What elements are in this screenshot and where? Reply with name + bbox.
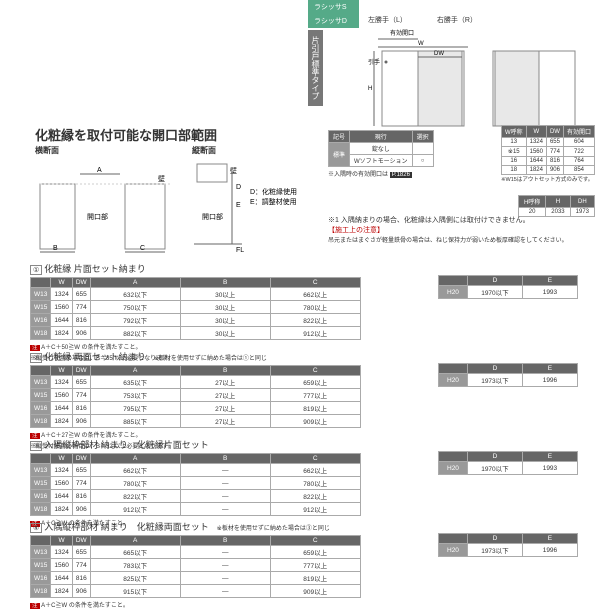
main-title: 化粧縁を取付可能な開口部範囲 <box>35 125 217 144</box>
symbol-table: 記号現行選択 標準錠なし Wソフトモーション○ ※入隅時の有効開口は P.182… <box>328 130 434 178</box>
svg-text:W: W <box>418 41 424 47</box>
section-4: ④入隅縦枠部材 納まり 化粧縁両面セット※板材を使用せずに納めた場合は③と同じ … <box>30 520 361 609</box>
schematic-area: 左勝手（L） 右勝手（R） 有効開口 引手 W DW H <box>368 15 593 132</box>
cross-section-label: 横断面 <box>35 145 170 156</box>
vertical-tab-type: 片引戸標準タイプ <box>308 30 323 106</box>
svg-text:D：化粧縁使用: D：化粧縁使用 <box>250 187 297 196</box>
svg-text:開口部: 開口部 <box>87 212 108 221</box>
svg-text:有効開口: 有効開口 <box>390 29 414 37</box>
section-2: ②化粧縁 両面セット納まり※板材を使用せずに納めた場合は①と同じ WDWABC … <box>30 350 361 450</box>
right-table-3: DE H201970以下1993 <box>438 451 578 475</box>
svg-text:H: H <box>368 86 372 92</box>
right-hand-label: 右勝手（R） <box>437 15 477 25</box>
svg-text:A: A <box>97 167 102 174</box>
svg-text:D: D <box>236 184 241 191</box>
tab-lasissa-s: ラシッサS <box>308 0 359 14</box>
cross-section-diagram: A 壁 開口部 B C <box>35 159 170 254</box>
svg-text:FL: FL <box>236 247 244 254</box>
h-table: H呼称HDH 2020331973 <box>518 195 595 217</box>
svg-text:壁: 壁 <box>158 174 165 183</box>
door-schematic: 有効開口 引手 W DW H <box>368 25 583 130</box>
right-table-4: DE H201973以下1996 <box>438 533 578 557</box>
right-table-2: DE H201973以下1996 <box>438 363 578 387</box>
dimension-table: W呼称WDW有効開口 131324655604 ※151560774722 16… <box>501 125 595 183</box>
svg-text:B: B <box>53 245 58 252</box>
top-right-panel: ラシッサS ラシッサD 片引戸標準タイプ 左勝手（L） 右勝手（R） 有効開口 … <box>308 0 600 240</box>
long-section-label: 縦断面 <box>192 145 282 156</box>
right-table-1: DE H201970以下1993 <box>438 275 578 299</box>
section-1: ①化粧縁 片面セット納まり WDWABC W131324655632以下30以上… <box>30 262 361 362</box>
warning-notes: ※1 入隅納まりの場合、化粧縁は入隅側には取付けできません。 【施工上の注意】 … <box>328 215 568 244</box>
svg-text:C: C <box>140 245 145 252</box>
svg-text:E：調整材使用: E：調整材使用 <box>250 197 297 206</box>
svg-text:開口部: 開口部 <box>202 212 223 221</box>
left-hand-label: 左勝手（L） <box>368 15 407 25</box>
section-3: ③入隅縦枠部材 納まり 化粧縁片面セット WDWABC W13132465566… <box>30 438 361 527</box>
svg-text:E: E <box>236 202 241 209</box>
tab-lasissa-d: ラシッサD <box>308 14 359 28</box>
diagram-area: 横断面 A 壁 開口部 B C 縦断面 壁 D E 開口部 FL D：化粧縁使用 <box>35 145 282 256</box>
svg-text:壁: 壁 <box>230 166 237 175</box>
svg-text:DW: DW <box>434 51 444 57</box>
